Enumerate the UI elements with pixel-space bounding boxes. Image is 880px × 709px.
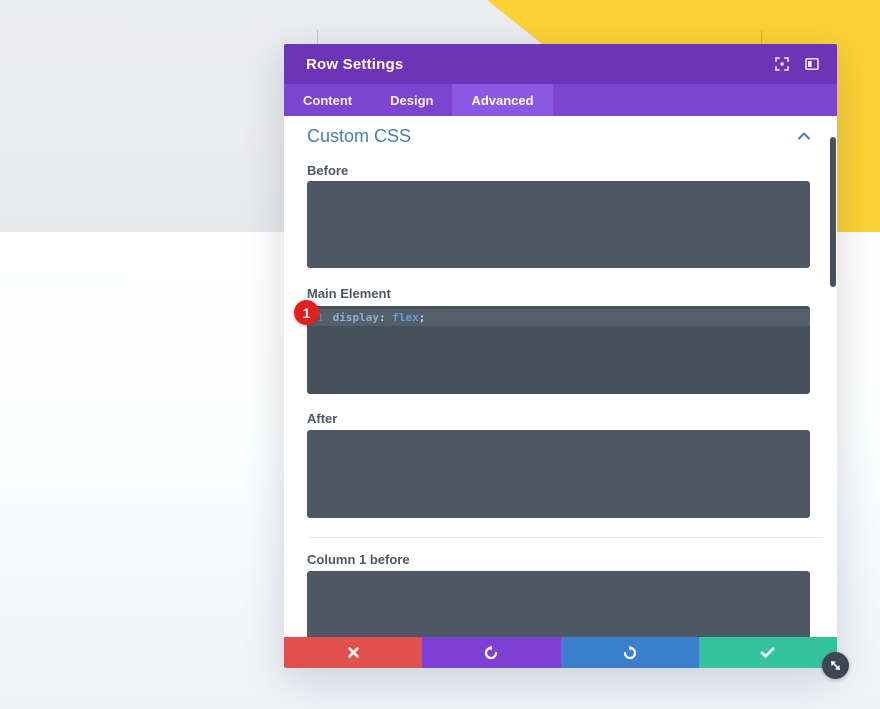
custom-css-toggle-title[interactable]: Custom CSS [307, 126, 412, 146]
css-input-before[interactable] [307, 181, 810, 268]
css-input-after[interactable] [307, 430, 810, 518]
undo-button[interactable] [422, 637, 561, 668]
modal-title: Row Settings [306, 55, 404, 73]
snap-to-side-icon[interactable] [805, 57, 819, 71]
section-divider [307, 537, 823, 538]
check-icon [761, 647, 775, 658]
resize-handle-button[interactable] [822, 652, 849, 679]
expand-modal-icon[interactable] [775, 57, 789, 71]
redo-icon [623, 645, 636, 659]
css-input-column-1-before[interactable] [307, 571, 810, 637]
undo-icon [485, 645, 498, 659]
modal-tab-bar: Content Design Advanced [284, 84, 837, 116]
line-number: 1 [317, 311, 324, 324]
field-label-main-element: Main Element [307, 286, 391, 301]
chevron-up-icon[interactable] [798, 132, 810, 140]
row-settings-modal: Row Settings Content Design Advanced Cus… [284, 44, 837, 668]
tab-design[interactable]: Design [390, 92, 434, 108]
css-semicolon: ; [418, 311, 426, 324]
modal-header: Row Settings [284, 44, 837, 84]
discard-button[interactable] [284, 637, 423, 668]
tab-content[interactable]: Content [303, 92, 353, 108]
tab-advanced[interactable]: Advanced [452, 84, 553, 116]
resize-arrow-icon [831, 661, 840, 670]
redo-button[interactable] [560, 637, 699, 668]
column-guide-line [761, 30, 762, 44]
css-colon: : [378, 311, 393, 324]
code-line: 1 display: flex; [307, 309, 810, 326]
column-guide-line [317, 30, 318, 44]
annotation-badge-1: 1 [294, 300, 319, 325]
css-value: flex [392, 311, 419, 324]
css-property: display [332, 311, 379, 324]
modal-footer [284, 637, 837, 668]
modal-body: Custom CSS Before Main Element 1 display:… [284, 116, 837, 637]
field-label-before: Before [307, 163, 349, 178]
save-button[interactable] [698, 637, 837, 668]
field-label-column-1-before: Column 1 before [307, 552, 410, 567]
close-icon [347, 647, 359, 658]
field-label-after: After [307, 411, 338, 426]
modal-scrollbar-thumb[interactable] [830, 137, 836, 287]
css-input-main-element[interactable]: 1 display: flex; [307, 306, 810, 394]
